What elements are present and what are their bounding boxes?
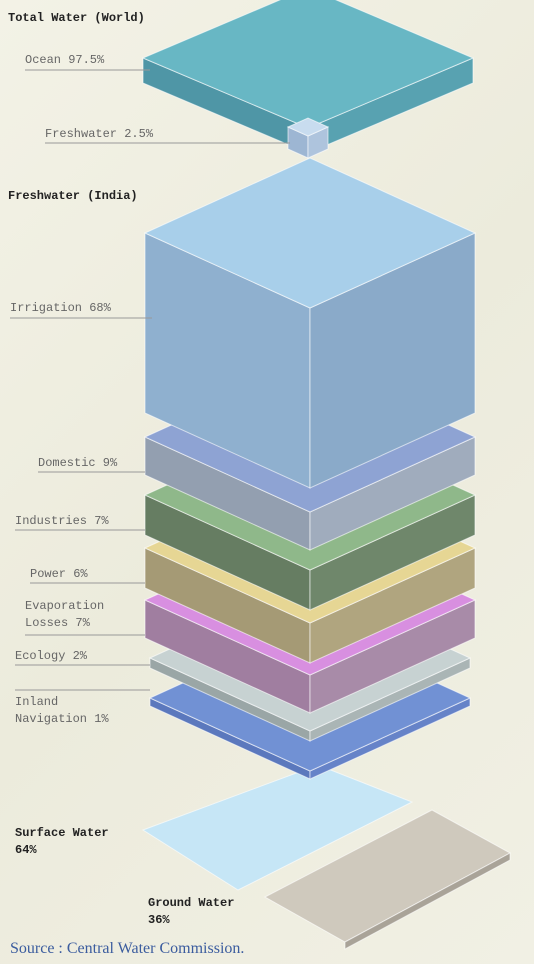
label: Evaporation Losses 7% [25,598,135,632]
label: Industries 7% [15,513,109,530]
label: Ground Water 36% [148,895,258,929]
ocean-top [143,0,473,128]
page: Total Water (World) Ocean 97.5% Freshwat… [0,0,534,964]
label: Freshwater 2.5% [45,126,153,143]
label: Power 6% [30,566,88,583]
label: Irrigation 68% [10,300,111,317]
world-title: Total Water (World) [8,10,145,27]
label: Inland Navigation 1% [15,694,125,728]
label: Domestic 9% [38,455,117,472]
diagram [0,0,534,964]
label: Ocean 97.5% [25,52,104,69]
india-title: Freshwater (India) [8,188,138,205]
label: Surface Water 64% [15,825,125,859]
footer: Source : Central Water Commission. [10,940,244,958]
label: Ecology 2% [15,648,87,665]
